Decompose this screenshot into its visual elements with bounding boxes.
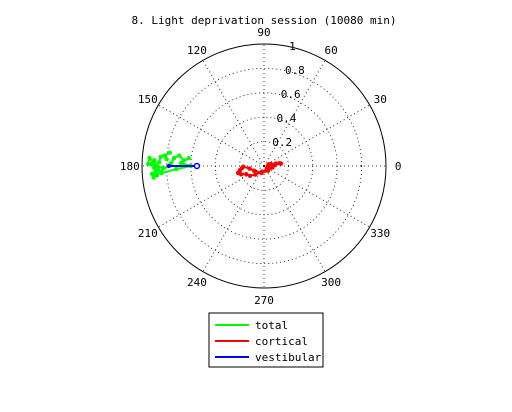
angle-tick-label: 270	[254, 294, 274, 307]
angle-tick-label: 30	[374, 93, 387, 106]
series-point-total	[177, 153, 182, 158]
angle-grid-line-150	[158, 104, 265, 167]
series-point-vestibular	[166, 163, 172, 169]
series-point-total	[154, 173, 160, 178]
angle-tick-label: 120	[187, 44, 207, 57]
series-point-cortical	[277, 161, 282, 166]
series-point-total	[159, 170, 164, 176]
chart-title: 8. Light deprivation session (10080 min)	[132, 14, 397, 27]
series-point-total	[162, 153, 167, 158]
radial-tick-labels: 0.2 0.4 0.6 0.8 1	[272, 40, 305, 149]
angle-grid-line-60	[263, 60, 326, 167]
series-point-total	[152, 158, 157, 163]
series-point-total	[169, 160, 174, 165]
series-point-cortical	[259, 170, 264, 176]
series-point-total	[178, 160, 184, 166]
series-layer	[145, 150, 284, 180]
legend-label-vestibular: vestibular	[255, 351, 322, 364]
radial-tick-label: 1	[289, 40, 296, 53]
angle-tick-label: 150	[138, 93, 158, 106]
series-point-cortical	[272, 162, 278, 168]
radial-tick-label: 0.2	[272, 136, 292, 149]
series-point-total	[149, 161, 154, 167]
radial-tick-label: 0.4	[276, 112, 296, 125]
legend: total cortical vestibular	[208, 312, 324, 368]
outer-circle	[141, 43, 387, 289]
series-point-cortical	[247, 166, 252, 171]
series-point-total	[149, 171, 155, 177]
radial-grid-circle-0.8	[165, 68, 362, 264]
series-point-cortical	[244, 172, 249, 177]
angle-tick-label: 180	[120, 160, 140, 173]
series-point-cortical	[251, 168, 257, 173]
series-point-total	[160, 165, 165, 170]
series-point-total	[174, 166, 179, 172]
angle-tick-label: 210	[138, 227, 158, 240]
angle-tick-label: 0	[395, 160, 402, 173]
radial-grid-circle-0.6	[190, 92, 338, 240]
series-point-total	[151, 175, 156, 180]
series-point-total	[186, 155, 191, 161]
series-point-total	[153, 169, 158, 174]
angle-tick-label: 90	[257, 26, 270, 39]
vestibular-endpoint-marker	[193, 162, 201, 170]
angle-grid-line-120	[202, 60, 265, 167]
angle-grid-line-300	[263, 165, 326, 272]
series-point-total	[171, 155, 177, 161]
angle-tick-label: 240	[187, 276, 207, 289]
radial-grid-circle-0.2	[239, 141, 289, 191]
series-point-cortical	[253, 172, 258, 177]
radial-grid-circle-0.4	[214, 116, 314, 216]
angle-tick-label: 300	[321, 276, 341, 289]
series-point-cortical	[247, 173, 253, 178]
legend-label-total: total	[255, 319, 288, 332]
angle-grid-line-330	[263, 165, 370, 228]
series-point-cortical	[265, 168, 271, 173]
angle-grid-line-240	[202, 165, 265, 272]
series-point-total	[167, 150, 172, 155]
radial-tick-label: 0.6	[281, 88, 301, 101]
series-point-total	[152, 165, 157, 171]
radial-tick-label: 0.8	[285, 64, 305, 77]
angle-grid-line-30	[263, 104, 370, 167]
series-point-total	[145, 161, 151, 167]
legend-label-cortical: cortical	[255, 335, 308, 348]
angle-tick-label: 60	[324, 44, 337, 57]
series-point-total	[158, 154, 163, 160]
series-point-total	[147, 155, 152, 161]
series-point-cortical	[241, 164, 246, 169]
series-point-total	[164, 156, 169, 162]
polar-grid	[141, 43, 387, 289]
angle-tick-labels: 0 30 60 90 120 150 180 210 240 270 300 330	[120, 26, 402, 307]
angle-tick-label: 330	[370, 227, 390, 240]
series-point-total	[156, 160, 162, 165]
